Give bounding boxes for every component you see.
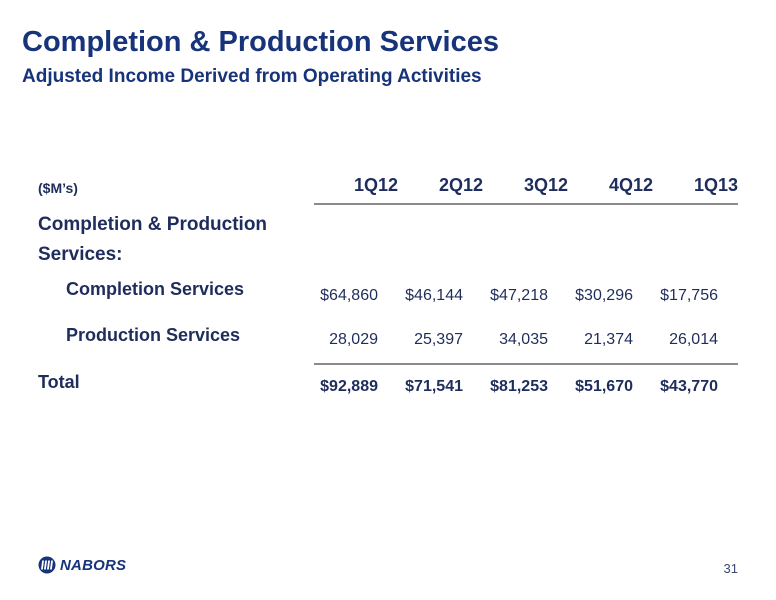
total-3q12: $81,253 — [490, 378, 548, 395]
nabors-logo-icon — [38, 556, 56, 574]
total-4q12: $51,670 — [575, 378, 633, 395]
production-services-1q12: 28,029 — [329, 331, 378, 348]
column-header-2q12: 2Q12 — [438, 175, 483, 195]
slide-subtitle: Adjusted Income Derived from Operating A… — [22, 66, 482, 87]
completion-services-1q13: $17,756 — [660, 287, 718, 304]
unit-label: ($M’s) — [38, 180, 78, 196]
column-header-1q12: 1Q12 — [353, 175, 398, 195]
production-services-4q12: 21,374 — [584, 331, 633, 348]
total-divider — [314, 363, 738, 365]
nabors-logo: NABORS — [38, 554, 126, 576]
completion-services-2q12: $46,144 — [405, 287, 463, 304]
logo-text: NABORS — [60, 556, 127, 574]
section-label: Completion & Production Services: — [38, 214, 268, 265]
column-header-1q13: 1Q13 — [693, 175, 738, 195]
column-header-4q12: 4Q12 — [608, 175, 653, 195]
production-services-1q13: 26,014 — [669, 331, 718, 348]
total-1q13: $43,770 — [660, 378, 718, 395]
slide-title: Completion & Production Services — [22, 26, 499, 58]
row-label-total: Total — [38, 372, 80, 392]
page-number: 31 — [723, 561, 738, 576]
total-2q12: $71,541 — [405, 378, 463, 395]
row-label-completion-services: Completion Services — [66, 279, 245, 299]
row-label-production-services: Production Services — [66, 325, 241, 345]
production-services-3q12: 34,035 — [499, 331, 548, 348]
completion-services-4q12: $30,296 — [575, 287, 633, 304]
financial-table: ($M’s) 1Q12 2Q12 3Q12 4Q12 1Q13 Completi… — [38, 168, 738, 418]
production-services-2q12: 25,397 — [414, 331, 463, 348]
column-header-3q12: 3Q12 — [523, 175, 568, 195]
completion-services-3q12: $47,218 — [490, 287, 548, 304]
header-divider — [314, 203, 738, 205]
completion-services-1q12: $64,860 — [320, 287, 378, 304]
total-1q12: $92,889 — [320, 378, 378, 395]
